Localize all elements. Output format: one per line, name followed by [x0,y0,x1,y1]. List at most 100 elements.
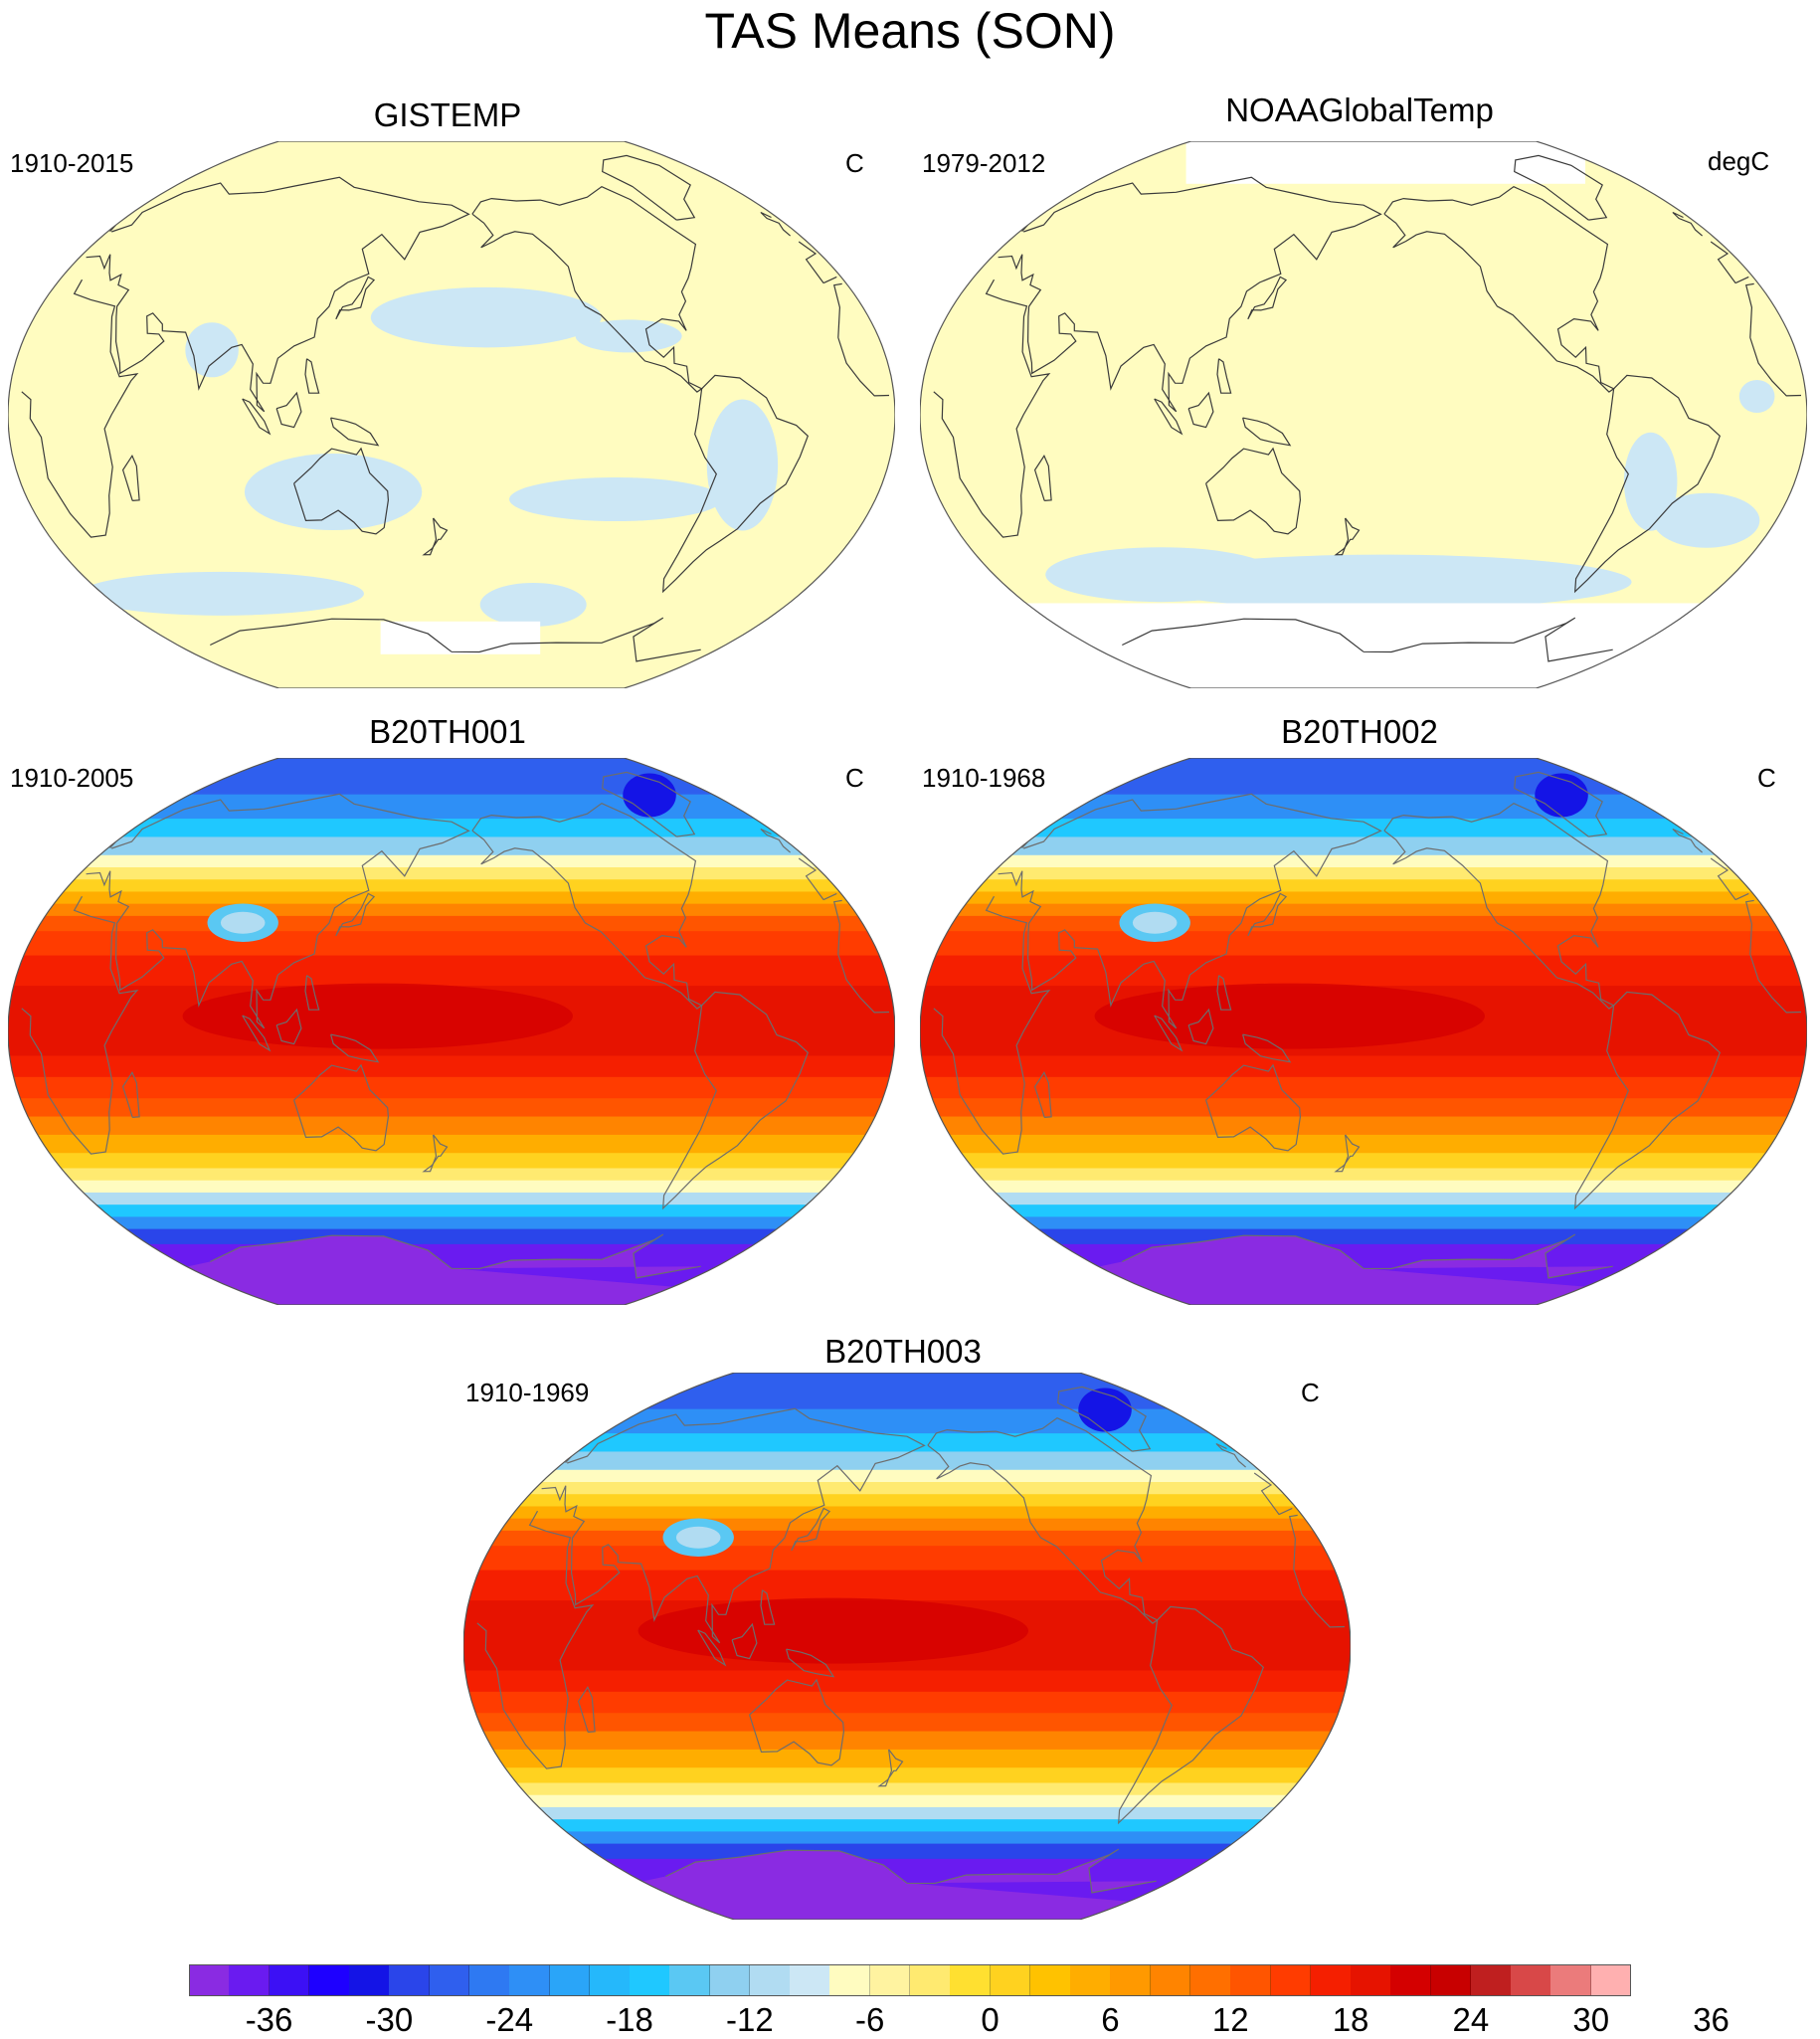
coastline-antarctica [665,1848,1157,1894]
coastline-indochina-philippines [1216,358,1232,394]
colorbar-cell [1230,1964,1271,1996]
map-canvas [463,1373,1351,1920]
map-field [920,141,1807,688]
map-canvas [920,758,1807,1305]
coastline-greenland [1057,1386,1152,1452]
coastline-indochina-philippines [304,975,320,1011]
coastline-sumatra [242,1015,272,1052]
colorbar-cell [1150,1964,1191,1996]
colorbar-tick-label: -18 [606,2001,653,2038]
panel-units: C [1301,1378,1320,1407]
map-field [8,141,895,688]
panel-units: C [845,763,864,793]
colorbar-cell [589,1964,631,1996]
map-field [8,758,895,1305]
panel-period: 1979-2012 [922,148,1046,178]
coastline-borneo [275,391,302,429]
coastline-borneo [1187,391,1214,429]
panel-units: C [1757,763,1776,793]
coastline-borneo [275,1008,302,1045]
colorbar-cell [1270,1964,1312,1996]
colorbar-tick-label: -12 [726,2001,774,2038]
colorbar-cell [1470,1964,1512,1996]
coastline-antarctica [210,1233,701,1279]
colorbar-cell [1430,1964,1472,1996]
panel-period: 1910-1969 [465,1378,590,1407]
coastline-africa [933,895,1802,1155]
map-field [920,758,1807,1305]
colorbar-tick-label: 0 [981,2001,1000,2038]
coastline-sumatra [242,398,272,436]
panel-title: GISTEMP [373,96,522,133]
coastline-borneo [1187,1008,1214,1045]
coastline-antarctica [1122,617,1613,662]
colorbar-cell [1310,1964,1352,1996]
coastline-new-guinea [1242,417,1292,447]
coastline-australia [293,447,390,535]
coastline-asia-europe [998,793,1749,1029]
coastline-antarctica [210,617,701,662]
coastline-asia-europe [541,1407,1293,1644]
colorbar-tick-label: 36 [1693,2001,1729,2038]
panel-period: 1910-2015 [10,148,134,178]
colorbar-cell [869,1964,911,1996]
panel-title: B20TH002 [1281,713,1438,750]
colorbar-cell [429,1964,470,1996]
colorbar-tick-label: 18 [1332,2001,1369,2038]
colorbar-cell [269,1964,310,1996]
coastline-north-america [927,1417,1159,1624]
coastline-new-zealand [1334,517,1361,556]
panel-units: C [845,148,864,178]
coastline-madagascar [1033,1071,1052,1118]
colorbar-cell [468,1964,510,1996]
coastline-australia [293,1063,390,1152]
colorbar-cell [790,1964,830,1996]
coastline-greenland [602,771,696,837]
map-canvas [920,141,1807,688]
coastline-japan [335,276,376,320]
coastline-australia [749,1678,845,1766]
colorbar-tick-label: -36 [245,2001,293,2038]
colorbar-cell [1351,1964,1391,1996]
map-frame [920,141,1807,688]
colorbar [189,1964,1632,1996]
coastline-africa [933,278,1802,538]
coastline-africa [21,278,890,538]
map-canvas [8,141,895,688]
coastline-new-guinea [786,1648,835,1678]
coastline-new-guinea [330,1033,380,1063]
panel-b20th002: B20TH002 1910-1968 C [912,713,1807,1330]
colorbar-tick-label: -24 [485,2001,534,2038]
coastline-greenland [1514,771,1608,837]
colorbar-tick-label: -6 [855,2001,885,2038]
coastline-greenland [1514,154,1608,221]
colorbar-cell [1511,1964,1551,1996]
panel-title: NOAAGlobalTemp [1225,92,1494,128]
map-canvas [8,758,895,1305]
coastline-borneo [731,1622,758,1660]
colorbar-cell [1590,1964,1632,1996]
colorbar-cell [950,1964,992,1996]
colorbar-tick-label: -30 [365,2001,414,2038]
colorbar-cell [1110,1964,1152,1996]
coastline-madagascar [1033,455,1052,501]
coastline-japan [1247,276,1288,320]
coastline-indochina-philippines [760,1589,776,1625]
coastline-north-america [1383,186,1615,393]
colorbar-cell [389,1964,431,1996]
coastline-new-zealand [877,1749,904,1787]
figure-title: TAS Means (SON) [704,3,1116,59]
panel-noaaglobaltemp: NOAAGlobalTemp 1979-2012 degC [912,92,1807,708]
coastline-antarctica [1122,1233,1613,1279]
panel-period: 1910-2005 [10,763,134,793]
colorbar-cell [1070,1964,1111,1996]
colorbar-cell [1189,1964,1231,1996]
colorbar-cell [1550,1964,1592,1996]
map-field [463,1373,1351,1920]
coastline-south-america [1573,374,1722,594]
coastline-new-zealand [422,517,449,556]
coastline-asia-europe [86,793,837,1029]
colorbar-cell [990,1964,1031,1996]
coastline-new-zealand [1334,1134,1361,1173]
coastline-asia-europe [86,176,837,413]
